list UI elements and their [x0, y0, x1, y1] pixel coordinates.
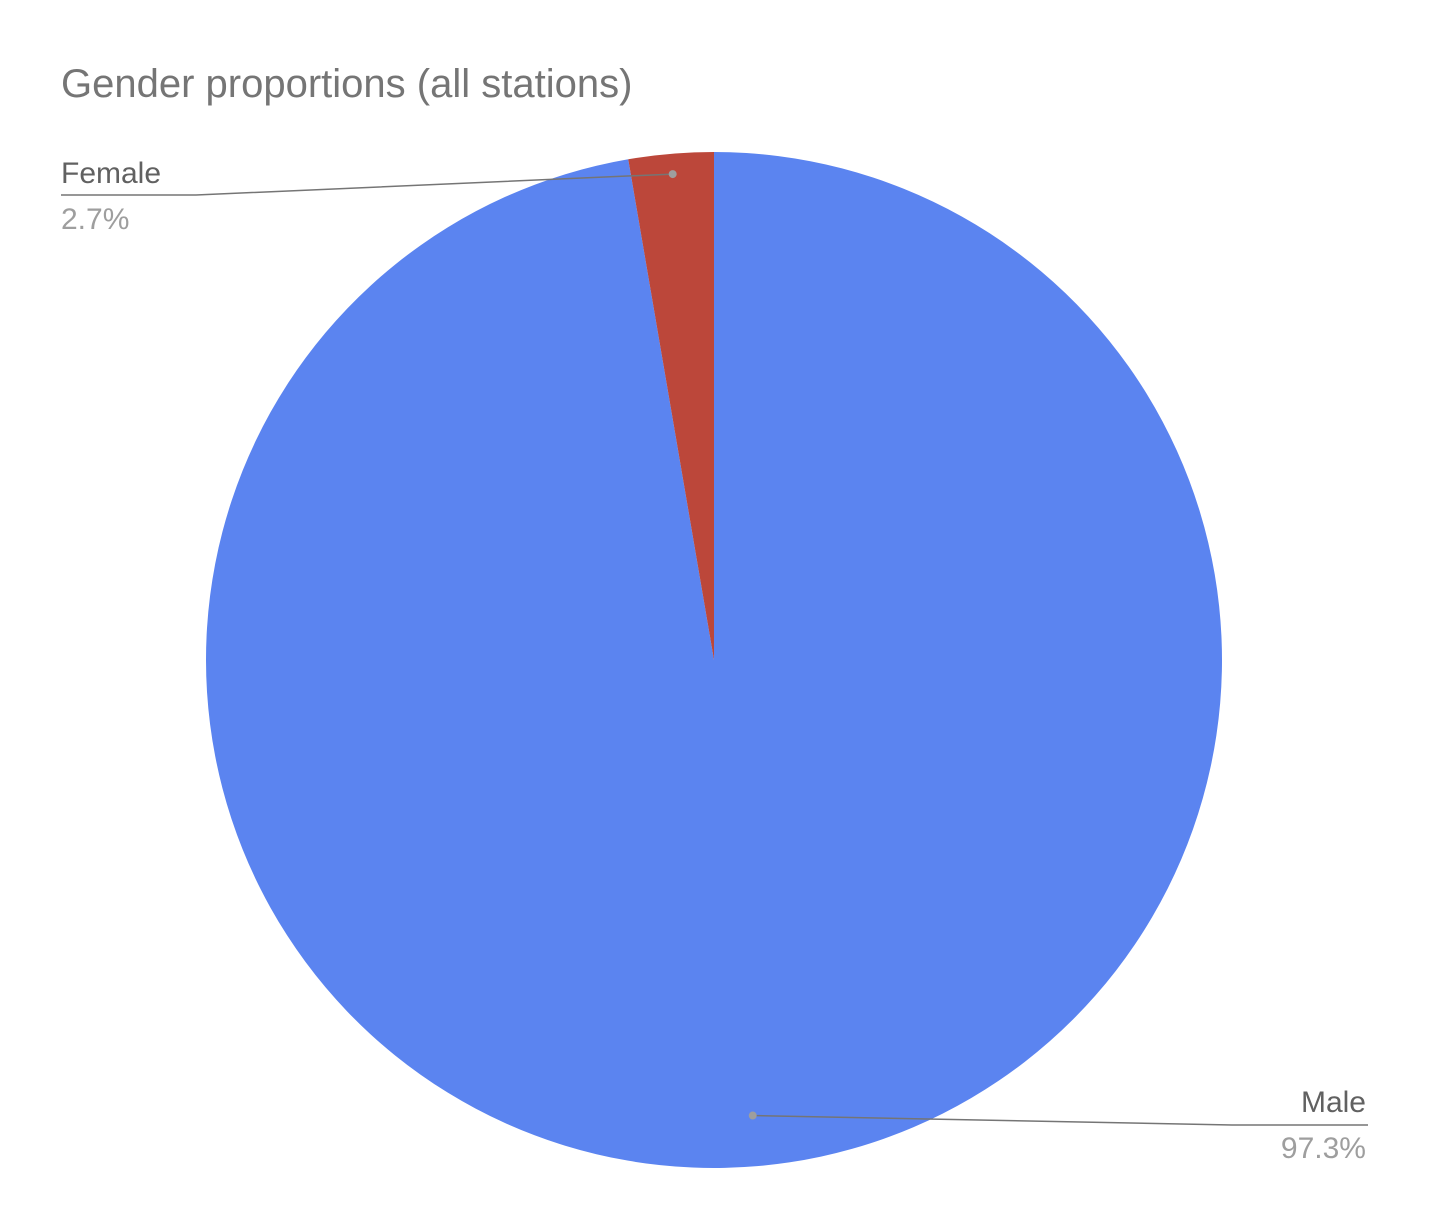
leader-dot-female [668, 170, 677, 179]
leader-line-female [61, 173, 673, 196]
slice-percent-male: 97.3% [1281, 1132, 1366, 1165]
slice-percent-female: 2.7% [61, 203, 129, 236]
pie-slice-female [628, 152, 714, 660]
slice-label-female: Female [61, 157, 161, 190]
leader-dot-male [748, 1111, 757, 1120]
leader-line-male [752, 1114, 1368, 1126]
chart-title: Gender proportions (all stations) [61, 62, 633, 106]
slice-label-male: Male [1301, 1086, 1366, 1119]
